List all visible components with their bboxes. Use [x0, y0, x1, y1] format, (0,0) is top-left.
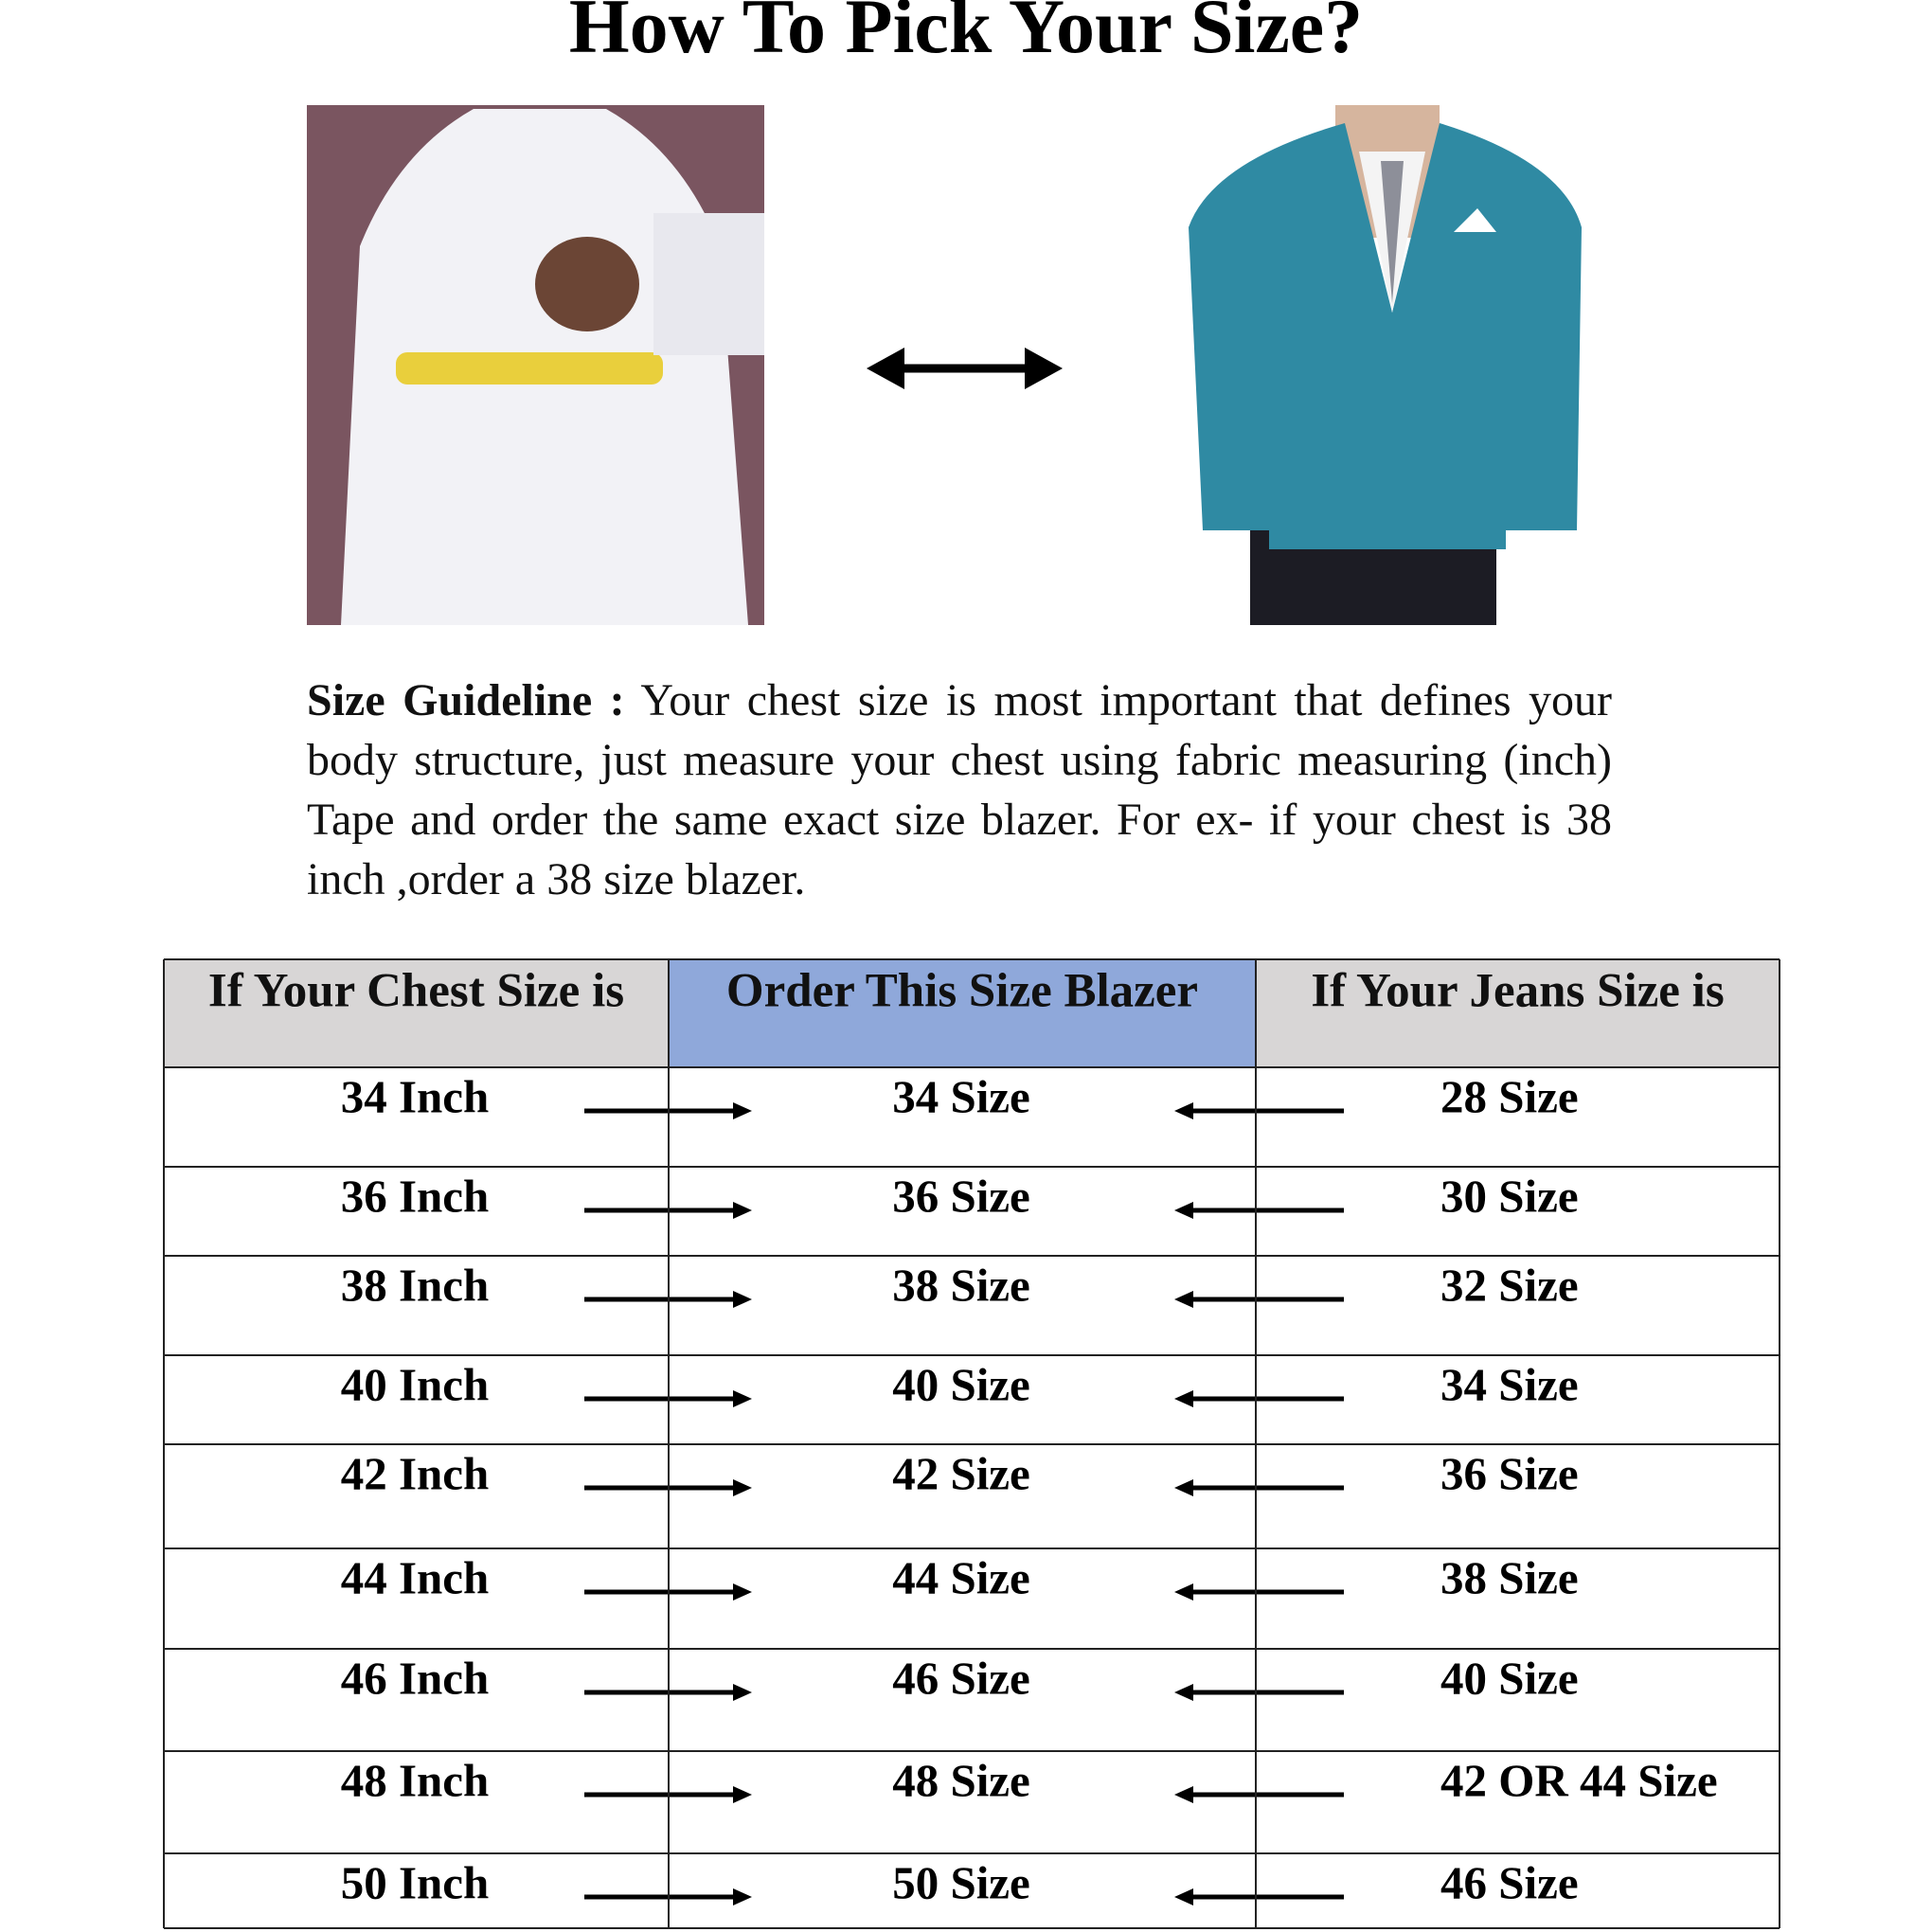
blazer-size: 50 Size	[892, 1856, 1030, 1908]
blazer-size: 44 Size	[892, 1551, 1030, 1603]
jeans-size: 34 Size	[1440, 1358, 1579, 1410]
right-arrow-head	[733, 1291, 752, 1308]
measuring-photo	[307, 105, 764, 625]
jeans-size: 46 Size	[1440, 1856, 1579, 1908]
chest-size: 44 Inch	[341, 1551, 490, 1603]
chest-size: 36 Inch	[341, 1170, 490, 1222]
chest-size: 40 Inch	[341, 1358, 490, 1410]
blazer-size: 42 Size	[892, 1447, 1030, 1499]
size-guideline: Size Guideline : Your chest size is most…	[307, 671, 1612, 909]
jeans-size: 30 Size	[1440, 1170, 1579, 1222]
jeans-size: 40 Size	[1440, 1652, 1579, 1704]
right-arrow-head	[733, 1202, 752, 1219]
double-arrow	[867, 348, 1063, 389]
size-table: If Your Chest Size is Order This Size Bla…	[163, 958, 1780, 1929]
jeans-size: 38 Size	[1440, 1551, 1579, 1603]
right-arrow-head	[733, 1888, 752, 1905]
left-arrow-head	[1174, 1102, 1193, 1119]
right-arrow-head	[733, 1102, 752, 1119]
blazer-photo	[1189, 105, 1582, 625]
chest-size: 48 Inch	[341, 1754, 490, 1806]
title: How To Pick Your Size?	[569, 0, 1363, 69]
blazer-size: 40 Size	[892, 1358, 1030, 1410]
left-arrow-head	[1174, 1684, 1193, 1701]
left-arrow-head	[1174, 1390, 1193, 1407]
blazer-size: 36 Size	[892, 1170, 1030, 1222]
left-arrow-head	[1174, 1888, 1193, 1905]
left-arrow-head	[1174, 1786, 1193, 1803]
chest-size: 46 Inch	[341, 1652, 490, 1704]
right-arrow-head	[733, 1479, 752, 1496]
chest-size: 42 Inch	[341, 1447, 490, 1499]
column-header: If Your Chest Size is	[208, 965, 624, 1018]
header-cell	[1256, 959, 1780, 1067]
blazer-size: 46 Size	[892, 1652, 1030, 1704]
guideline-text: Your chest size is most important that d…	[307, 675, 1612, 904]
blazer-size: 38 Size	[892, 1259, 1030, 1311]
left-arrow-head	[1174, 1479, 1193, 1496]
chest-size: 50 Inch	[341, 1856, 490, 1908]
chest-size: 38 Inch	[341, 1259, 490, 1311]
guideline-label: Size Guideline :	[307, 675, 625, 725]
left-arrow-head	[1174, 1202, 1193, 1219]
left-arrow-head	[1174, 1583, 1193, 1601]
column-header: Order This Size Blazer	[726, 965, 1198, 1018]
jeans-size: 36 Size	[1440, 1447, 1579, 1499]
right-arrow-head	[733, 1583, 752, 1601]
blazer-size: 48 Size	[892, 1754, 1030, 1806]
column-header: If Your Jeans Size is	[1311, 965, 1724, 1018]
left-arrow-head	[1174, 1291, 1193, 1308]
header-cell	[669, 959, 1256, 1067]
right-arrow-head	[733, 1390, 752, 1407]
header-cell	[164, 959, 669, 1067]
jeans-size: 32 Size	[1440, 1259, 1579, 1311]
right-arrow-head	[733, 1684, 752, 1701]
jeans-size: 28 Size	[1440, 1070, 1579, 1122]
right-arrow-head	[733, 1786, 752, 1803]
blazer-size: 34 Size	[892, 1070, 1030, 1122]
chest-size: 34 Inch	[341, 1070, 490, 1122]
jeans-size: 42 OR 44 Size	[1440, 1754, 1718, 1806]
